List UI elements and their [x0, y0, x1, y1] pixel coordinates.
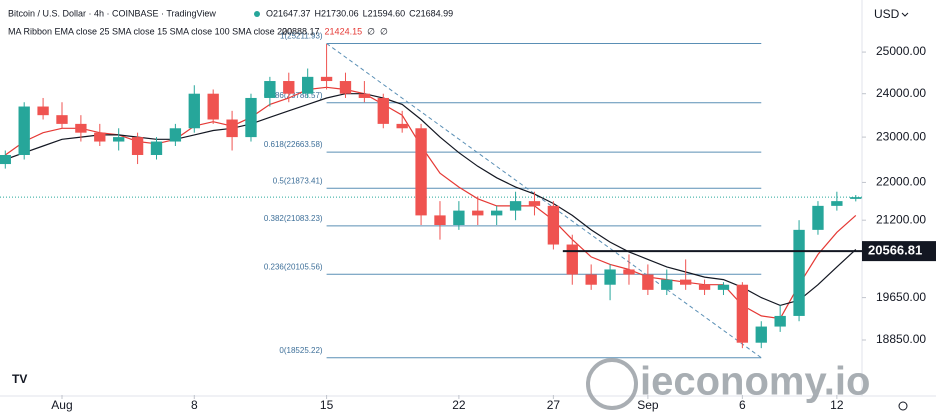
candle-body [188, 93, 200, 129]
y-tick-label: 25000.00 [876, 44, 926, 58]
candle-body [226, 119, 238, 138]
x-tick-label: 27 [547, 398, 561, 412]
candle-body [339, 81, 352, 94]
ohlc-value: H21730.06 [315, 8, 359, 18]
candle-body [283, 81, 295, 94]
x-tick-label: 15 [320, 398, 334, 412]
x-tick-label: Aug [51, 398, 72, 412]
candle-body [661, 279, 673, 290]
y-tick-label: 18850.00 [876, 332, 926, 346]
indicator-value: 21424.15 [325, 26, 363, 36]
indicator-value: ∅ [380, 26, 388, 36]
candle-body [698, 284, 711, 290]
candle-body [453, 210, 465, 226]
candle-body [37, 106, 49, 116]
ohlc-value: O21647.37 [266, 8, 311, 18]
currency[interactable]: USD [874, 7, 900, 21]
watermark-logo [586, 358, 638, 410]
y-tick-label: 22000.00 [876, 175, 926, 189]
candle-body [604, 269, 616, 285]
candle-body [566, 244, 578, 275]
candle-body [623, 269, 635, 275]
indicator-value: ∅ [367, 26, 375, 36]
y-tick-label: 23000.00 [876, 129, 926, 143]
ohlc-value: L21594.60 [363, 8, 406, 18]
candle-body [150, 141, 163, 155]
tv-logo: TV [12, 372, 27, 386]
candle-body [642, 274, 654, 290]
price-line-label: 20566.81 [868, 243, 922, 258]
x-tick-label: 12 [830, 398, 844, 412]
ohlc-value: C21684.99 [409, 8, 453, 18]
candle-body [56, 115, 68, 124]
watermark: ieconomy.io [586, 358, 870, 410]
x-tick-label: Sep [637, 398, 659, 412]
candle-body [585, 274, 597, 285]
candle-body [75, 123, 87, 133]
candle-body [396, 123, 408, 129]
watermark-text: ieconomy.io [640, 360, 870, 404]
candle-body [793, 229, 805, 316]
candle-body [245, 97, 257, 138]
candle-body [377, 97, 389, 124]
candle-body [113, 137, 125, 142]
candle-body [169, 128, 182, 142]
candle-body [509, 201, 522, 211]
candle-body [491, 210, 503, 216]
fib-label: 0.236(20105.56) [264, 262, 323, 271]
candle-body [358, 93, 371, 98]
candle-body [831, 201, 843, 206]
plot: 0(18525.22) 0.236(20105.56) 0.382(21083.23… [0, 32, 862, 359]
candle-body [207, 93, 219, 120]
candle-body [18, 106, 30, 155]
candle-body [131, 137, 144, 155]
x-tick-label: 6 [739, 398, 746, 412]
candle-body [755, 326, 767, 343]
candle-body [0, 154, 11, 165]
fib-label: 0.5(21873.41) [273, 176, 323, 185]
fib-trend [326, 43, 762, 359]
candle-body [264, 81, 276, 98]
ma-line [5, 93, 857, 307]
y-tick-label: 21200.00 [876, 212, 926, 226]
candle-body [679, 279, 692, 285]
candle-body [94, 132, 106, 142]
candle-body [415, 128, 427, 216]
y-tick-label: 19650.00 [876, 290, 926, 304]
candle-body [302, 76, 314, 94]
y-tick-label: 24000.00 [876, 86, 926, 100]
candle-body [717, 284, 730, 290]
status-dot [254, 11, 260, 17]
x-tick-label: 22 [452, 398, 466, 412]
chart-title: Bitcoin / U.S. Dollar · 4h · COINBASE · … [8, 8, 216, 18]
candle-body [528, 201, 541, 206]
fib-label: 0.382(21083.23) [264, 214, 323, 223]
candle-body [472, 210, 484, 216]
candle-body [547, 205, 560, 245]
fib-label: 0(18525.22) [279, 346, 322, 355]
indicator-value: 20888.17 [282, 26, 320, 36]
currency-caret[interactable] [901, 12, 909, 17]
fib-label: 0.618(22663.58) [264, 140, 323, 149]
indicator-values: 20888.17 21424.15 ∅ ∅ [282, 26, 388, 36]
candle-body [812, 205, 824, 230]
price-line-tag [862, 241, 936, 262]
candle-body [850, 197, 862, 199]
candle-body [320, 76, 333, 82]
fib-label: 1(25211.93) [280, 32, 323, 41]
ohlc-legend: O21647.37 H21730.06 L21594.60 C21684.99 [266, 8, 453, 18]
candle-body [736, 284, 749, 343]
candle-body [434, 215, 446, 226]
indicator-title: MA Ribbon EMA close 25 SMA close 15 SMA … [8, 26, 292, 36]
candle-body [774, 315, 786, 327]
x-tick-label: 8 [191, 398, 198, 412]
ma-line [4, 86, 857, 320]
settings-icon[interactable] [898, 401, 908, 411]
